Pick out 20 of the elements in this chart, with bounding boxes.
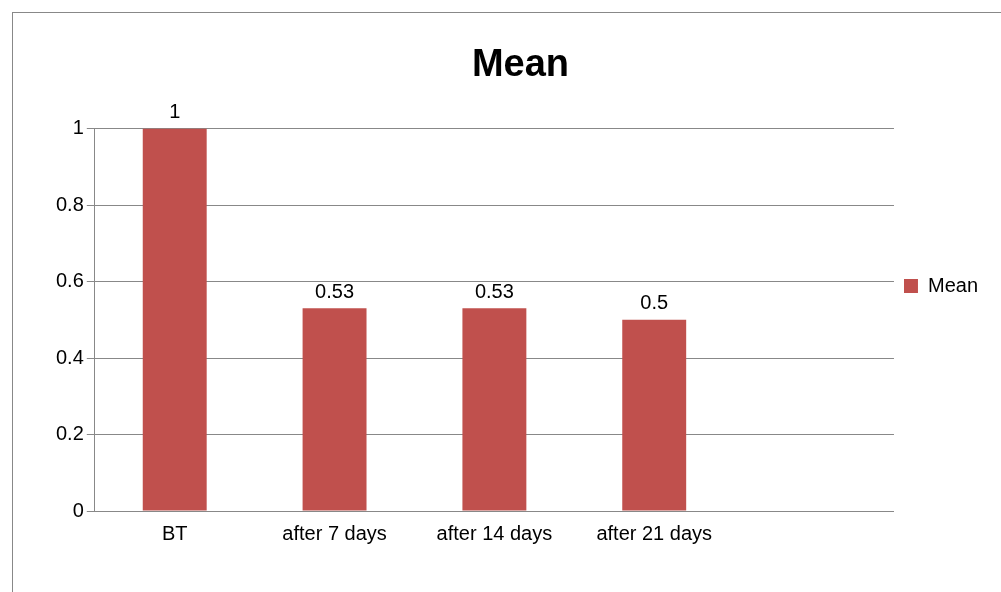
bar <box>302 308 367 511</box>
bar <box>462 308 527 511</box>
legend-label: Mean <box>927 273 978 296</box>
x-tick-label: after 14 days <box>436 521 553 544</box>
data-label: 0.5 <box>640 291 669 314</box>
bar <box>142 128 207 511</box>
data-label: 0.53 <box>315 279 355 302</box>
y-tick-label: 0.2 <box>55 422 84 445</box>
bar <box>622 319 687 511</box>
chart-title: Mean <box>471 42 570 85</box>
data-label: 0.53 <box>474 279 514 302</box>
x-tick-label: after 21 days <box>596 521 713 544</box>
y-tick-label: 0 <box>72 498 84 521</box>
y-tick-label: 0.6 <box>55 269 84 292</box>
y-tick-label: 1 <box>72 116 84 139</box>
y-tick-label: 0.4 <box>55 345 84 368</box>
x-tick-label: BT <box>161 521 188 544</box>
y-tick-label: 0.8 <box>55 192 84 215</box>
data-label: 1 <box>169 100 181 123</box>
x-tick-label: after 7 days <box>282 521 387 544</box>
